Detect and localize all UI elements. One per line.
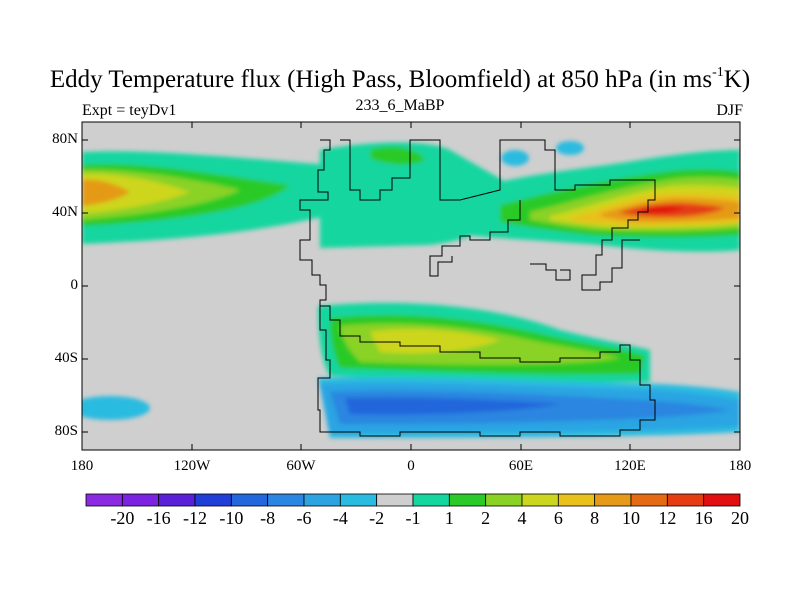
lon-label-60w: 60W <box>286 458 316 474</box>
colorbar-label: -10 <box>219 508 244 528</box>
colorbar-label: -1 <box>405 508 421 528</box>
lon-label-120w: 120W <box>173 458 211 474</box>
nh-east-max <box>640 206 685 213</box>
lon-label-120e: 120E <box>614 458 646 474</box>
title-end: K) <box>723 66 751 93</box>
case-label: 233_6_MaBP <box>355 97 445 114</box>
colorbar-label: 20 <box>731 508 749 528</box>
colorbar-label: 4 <box>517 508 527 528</box>
plot-title: Eddy Temperature flux (High Pass, Bloomf… <box>0 64 800 94</box>
nh-central-green <box>370 146 425 165</box>
lat-label-80n: 80N <box>52 131 78 147</box>
lon-label-180-right: 180 <box>728 458 752 474</box>
colorbar-label: 10 <box>622 508 640 528</box>
title-text: Eddy Temperature flux (High Pass, Bloomf… <box>49 66 713 93</box>
sh-blue-core <box>345 397 560 415</box>
nh-west-orange <box>82 179 130 206</box>
colorbar-label: -8 <box>260 508 276 528</box>
title-superscript: -1 <box>712 64 724 80</box>
lat-label-40s: 40S <box>54 350 78 366</box>
season-label: DJF <box>716 102 743 119</box>
colorbar-label: 2 <box>481 508 491 528</box>
colorbar-label: -16 <box>146 508 171 528</box>
lat-label-80s: 80S <box>54 423 78 439</box>
experiment-label: Expt = teyDv1 <box>82 102 177 119</box>
colorbar-label: 8 <box>590 508 600 528</box>
sw-blue-patch <box>82 396 150 420</box>
lat-label-40n: 40N <box>52 204 78 220</box>
colorbar-label: 1 <box>444 508 454 528</box>
lat-label-0: 0 <box>70 277 79 293</box>
colorbar-label: 6 <box>553 508 563 528</box>
colorbar-label: -20 <box>110 508 135 528</box>
colorbar-label: 12 <box>658 508 677 528</box>
north-continent-outline <box>299 139 656 310</box>
colorbar-label: 16 <box>694 508 713 528</box>
lon-label-60e: 60E <box>508 458 534 474</box>
arctic-blue-spot-2 <box>556 141 584 155</box>
coastlines <box>299 139 656 437</box>
colorbar-label: -2 <box>369 508 385 528</box>
south-continent-outline <box>317 305 656 437</box>
colorbar-label: -12 <box>183 508 207 528</box>
lon-ticks <box>191 122 631 450</box>
lat-ticks <box>82 139 740 433</box>
colorbar-label: -6 <box>296 508 312 528</box>
lon-label-180-left: 180 <box>70 458 94 474</box>
colorbar-label: -4 <box>332 508 348 528</box>
sh-yellow <box>370 329 500 354</box>
arctic-blue-spot-1 <box>501 150 529 166</box>
lon-label-0: 0 <box>407 458 415 474</box>
